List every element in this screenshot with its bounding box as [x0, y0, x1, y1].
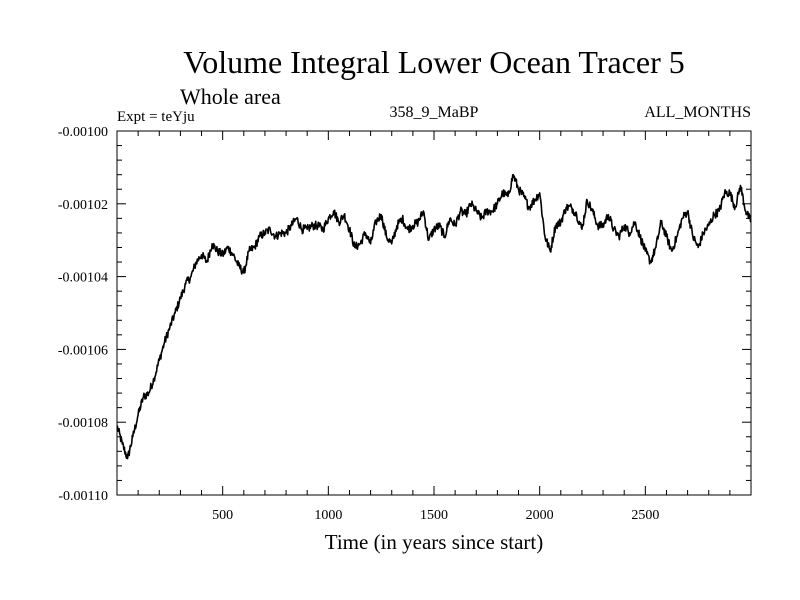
- experiment-label: Expt = teYju: [117, 109, 195, 125]
- y-tick-label: -0.00110: [58, 489, 108, 504]
- period-label: ALL_MONTHS: [644, 104, 751, 121]
- y-tick-label: -0.00102: [58, 198, 108, 213]
- x-tick-label: 500: [212, 508, 233, 523]
- minor-ticks: [117, 131, 751, 495]
- plot-frame: [116, 130, 752, 496]
- y-tick-label: -0.00104: [58, 271, 108, 286]
- y-tick-label: -0.00100: [58, 125, 108, 140]
- y-axis: -0.00100 -0.00102 -0.00104 -0.00106 -0.00108…: [58, 125, 751, 504]
- run-label: 358_9_MaBP: [390, 104, 479, 121]
- chart-subtitle: Whole area: [180, 84, 281, 109]
- x-axis-label: Time (in years since start): [325, 530, 544, 554]
- x-tick-label: 2000: [526, 508, 554, 523]
- y-tick-label: -0.00106: [58, 343, 108, 358]
- x-tick-label: 2500: [631, 508, 659, 523]
- x-axis: 500 1000 1500 2000 2500: [212, 131, 659, 523]
- data-series-line: [116, 173, 752, 460]
- x-tick-label: 1500: [420, 508, 448, 523]
- y-tick-label: -0.00108: [58, 416, 108, 431]
- chart-title: Volume Integral Lower Ocean Tracer 5: [183, 44, 684, 80]
- x-tick-label: 1000: [314, 508, 342, 523]
